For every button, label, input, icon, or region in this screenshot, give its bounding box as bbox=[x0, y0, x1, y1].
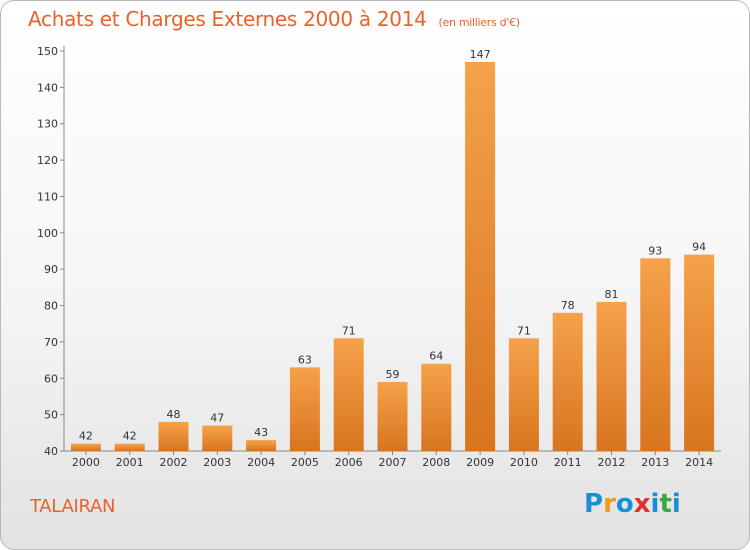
x-tick-label: 2013 bbox=[641, 456, 669, 469]
logo-letter: x bbox=[633, 489, 651, 519]
commune-name: TALAIRAN bbox=[30, 496, 116, 517]
bar-2004 bbox=[246, 440, 277, 451]
data-label: 48 bbox=[167, 408, 181, 421]
x-tick-label: 2006 bbox=[335, 456, 363, 469]
data-label: 47 bbox=[210, 412, 224, 425]
title-text: Achats et Charges Externes 2000 à 2014 bbox=[28, 7, 427, 31]
x-tick-label: 2001 bbox=[116, 456, 144, 469]
y-tick-label: 60 bbox=[44, 372, 58, 385]
bar-2009 bbox=[465, 61, 496, 452]
data-label: 71 bbox=[517, 324, 531, 337]
x-tick-label: 2008 bbox=[422, 456, 450, 469]
y-tick-label: 50 bbox=[44, 409, 58, 422]
bar-2014 bbox=[684, 254, 715, 451]
logo-letter: i bbox=[671, 489, 681, 519]
x-tick-label: 2007 bbox=[379, 456, 407, 469]
bar-2011 bbox=[552, 312, 583, 451]
y-tick-label: 90 bbox=[44, 263, 58, 276]
x-tick-label: 2005 bbox=[291, 456, 319, 469]
chart-title: Achats et Charges Externes 2000 à 2014 (e… bbox=[28, 7, 520, 31]
y-tick-label: 70 bbox=[44, 336, 58, 349]
data-label: 93 bbox=[648, 244, 662, 257]
x-tick-label: 2012 bbox=[598, 456, 626, 469]
y-tick-label: 100 bbox=[37, 227, 58, 240]
x-tick-label: 2000 bbox=[72, 456, 100, 469]
data-label: 42 bbox=[79, 430, 93, 443]
chart-subtitle: (en milliers d'€) bbox=[438, 16, 520, 29]
x-tick-label: 2014 bbox=[685, 456, 713, 469]
y-tick-label: 140 bbox=[37, 81, 58, 94]
data-label: 43 bbox=[254, 426, 268, 439]
x-tick-label: 2009 bbox=[466, 456, 494, 469]
data-label: 147 bbox=[470, 48, 491, 61]
bar-2005 bbox=[289, 367, 320, 451]
bar-2000 bbox=[70, 443, 101, 451]
bar-2006 bbox=[333, 338, 364, 451]
y-tick-label: 40 bbox=[44, 445, 58, 458]
y-tick-label: 150 bbox=[37, 45, 58, 58]
data-label: 64 bbox=[429, 350, 443, 363]
logo-letter: o bbox=[615, 489, 634, 519]
data-label: 59 bbox=[386, 368, 400, 381]
x-tick-label: 2010 bbox=[510, 456, 538, 469]
bar-2003 bbox=[202, 425, 233, 451]
bar-2007 bbox=[377, 381, 408, 451]
x-tick-label: 2002 bbox=[160, 456, 188, 469]
data-label: 71 bbox=[342, 324, 356, 337]
bar-2013 bbox=[640, 258, 671, 451]
y-tick-label: 80 bbox=[44, 300, 58, 313]
x-tick-label: 2003 bbox=[203, 456, 231, 469]
y-tick-label: 110 bbox=[37, 190, 58, 203]
y-tick-label: 120 bbox=[37, 154, 58, 167]
bar-2010 bbox=[508, 338, 539, 451]
logo-letter: P bbox=[584, 489, 604, 519]
bar-2001 bbox=[114, 443, 145, 451]
data-label: 81 bbox=[605, 288, 619, 301]
data-label: 42 bbox=[123, 430, 137, 443]
y-tick-label: 130 bbox=[37, 118, 58, 131]
bar-2002 bbox=[158, 421, 189, 451]
x-tick-label: 2004 bbox=[247, 456, 275, 469]
data-label: 63 bbox=[298, 353, 312, 366]
bar-2012 bbox=[596, 301, 627, 451]
logo-letter: i bbox=[650, 489, 660, 519]
x-tick-label: 2011 bbox=[554, 456, 582, 469]
data-label: 94 bbox=[692, 241, 706, 254]
bar-2008 bbox=[421, 363, 452, 451]
proxiti-logo: Proxiti bbox=[584, 489, 681, 519]
logo-letter: r bbox=[603, 489, 616, 519]
logo-letter: t bbox=[659, 489, 672, 519]
data-label: 78 bbox=[561, 299, 575, 312]
